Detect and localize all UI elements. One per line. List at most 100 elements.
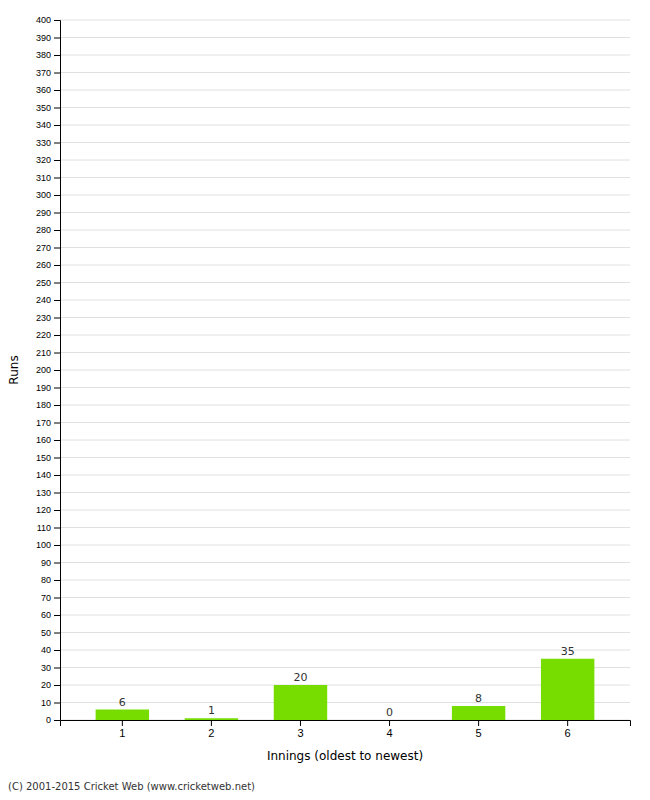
grid-line — [60, 90, 630, 91]
grid-line — [60, 335, 630, 336]
data-label: 8 — [475, 692, 482, 705]
y-tick: 400 — [36, 15, 60, 25]
y-tick-mark — [54, 615, 60, 616]
y-tick-label: 340 — [36, 120, 51, 130]
y-tick-mark — [54, 143, 60, 144]
y-axis-line — [54, 21, 61, 721]
y-tick-mark — [54, 178, 60, 179]
grid-line — [60, 265, 630, 266]
y-tick-label: 210 — [36, 348, 51, 358]
grid-line — [60, 37, 630, 38]
data-labels: 61200835 — [119, 645, 575, 719]
y-tick: 340 — [36, 120, 60, 130]
grid-line — [60, 597, 630, 598]
grid-line — [60, 475, 630, 476]
y-tick-label: 250 — [36, 278, 51, 288]
y-tick-label: 40 — [41, 645, 51, 655]
y-tick-label: 370 — [36, 68, 51, 78]
plot: 6120083501020304050607080901001101201301… — [36, 15, 631, 738]
y-tick: 120 — [36, 505, 60, 515]
y-tick-mark — [54, 73, 60, 74]
y-tick-label: 320 — [36, 155, 51, 165]
grid-line — [60, 247, 630, 248]
y-tick: 310 — [36, 173, 60, 183]
y-tick-mark — [54, 230, 60, 231]
grid-line — [60, 650, 630, 651]
y-tick-label: 80 — [41, 575, 51, 585]
y-tick: 130 — [36, 488, 60, 498]
grid-line — [60, 55, 630, 56]
x-tick: 1 — [119, 720, 125, 739]
y-tick-label: 110 — [37, 523, 51, 533]
y-tick-mark — [54, 703, 60, 704]
footer: (C) 2001-2015 Cricket Web (www.cricketwe… — [8, 781, 255, 792]
y-tick: 250 — [36, 278, 60, 288]
y-tick-label: 390 — [36, 33, 51, 43]
grid-line — [60, 317, 630, 318]
x-tick-mark — [211, 720, 212, 726]
y-tick: 20 — [41, 680, 60, 690]
x-tick-mark — [389, 720, 390, 726]
y-tick-mark — [54, 440, 60, 441]
data-label: 35 — [561, 645, 575, 658]
y-tick-mark — [54, 318, 60, 319]
y-tick-mark — [54, 20, 60, 21]
grid-line — [60, 527, 630, 528]
grid-line — [60, 230, 630, 231]
y-tick-label: 150 — [36, 453, 51, 463]
y-tick-mark — [54, 650, 60, 651]
x-axis-line — [61, 721, 631, 727]
y-tick: 170 — [36, 418, 60, 428]
y-tick-mark — [54, 38, 60, 39]
bar — [274, 685, 327, 720]
bar — [363, 720, 416, 721]
y-tick-mark — [54, 545, 60, 546]
y-tick: 240 — [36, 295, 60, 305]
y-tick: 100 — [36, 540, 60, 550]
y-tick-mark — [54, 335, 60, 336]
y-tick: 150 — [36, 453, 60, 463]
grid — [60, 20, 630, 720]
chart: 6120083501020304050607080901001101201301… — [0, 0, 650, 800]
grid-line — [60, 510, 630, 511]
y-tick-mark — [54, 370, 60, 371]
y-tick-mark — [54, 248, 60, 249]
x-tick-label: 5 — [476, 727, 482, 739]
y-tick-mark — [54, 458, 60, 459]
y-tick-mark — [54, 423, 60, 424]
y-tick-label: 100 — [36, 540, 51, 550]
x-tick-mark — [478, 720, 479, 726]
y-tick-mark — [54, 195, 60, 196]
y-tick-mark — [54, 528, 60, 529]
grid-line — [60, 160, 630, 161]
y-tick-label: 360 — [36, 85, 51, 95]
grid-line — [60, 282, 630, 283]
x-tick: 4 — [386, 720, 392, 739]
y-tick-mark — [54, 353, 60, 354]
y-tick-label: 380 — [36, 50, 51, 60]
y-axis: 0102030405060708090100110120130140150160… — [36, 15, 61, 725]
y-tick: 380 — [36, 50, 60, 60]
y-tick-mark — [54, 475, 60, 476]
y-tick: 80 — [41, 575, 60, 585]
y-tick-label: 270 — [36, 243, 51, 253]
y-tick-label: 350 — [36, 103, 51, 113]
y-tick-label: 10 — [41, 698, 51, 708]
grid-line — [60, 195, 630, 196]
y-tick-label: 120 — [36, 505, 51, 515]
y-tick: 50 — [41, 628, 60, 638]
x-tick-label: 2 — [208, 727, 214, 739]
y-tick-label: 230 — [36, 313, 51, 323]
y-tick: 200 — [36, 365, 60, 375]
data-label: 6 — [119, 696, 126, 709]
y-tick: 110 — [37, 523, 60, 533]
y-tick-mark — [54, 283, 60, 284]
grid-line — [60, 632, 630, 633]
x-tick: 3 — [297, 720, 303, 739]
y-tick: 190 — [36, 383, 60, 393]
y-tick-label: 260 — [36, 260, 51, 270]
y-tick: 30 — [41, 663, 60, 673]
grid-line — [60, 545, 630, 546]
bars — [96, 659, 595, 720]
bar — [96, 710, 149, 721]
